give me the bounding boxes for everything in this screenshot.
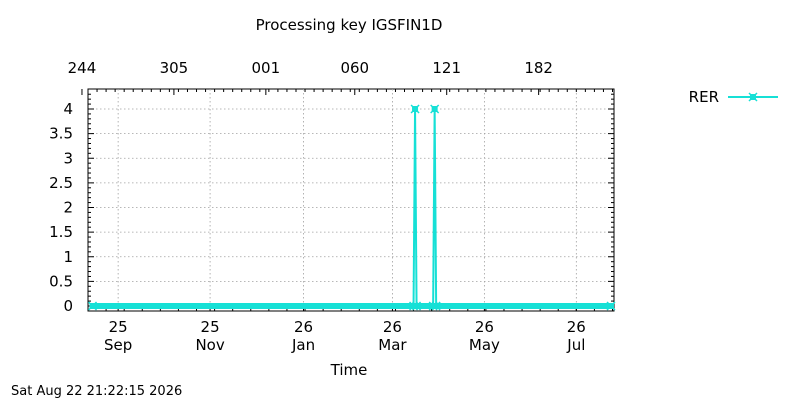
y-tick-label: 0.5 bbox=[49, 272, 73, 290]
x-tick-label-month: May bbox=[469, 336, 500, 354]
x-tick-label-day: 26 bbox=[294, 318, 313, 336]
chart-title: Processing key IGSFIN1D bbox=[256, 16, 443, 34]
x-tick-label-day: 26 bbox=[567, 318, 586, 336]
y-tick-label: 1 bbox=[63, 248, 73, 266]
x-tick-label-month: Sep bbox=[104, 336, 132, 354]
y-tick-label: 3.5 bbox=[49, 125, 73, 143]
top-tick-label: 060 bbox=[340, 59, 369, 77]
marker-cross bbox=[430, 104, 440, 114]
plot-frame bbox=[87, 88, 615, 312]
x-tick-label-day: 25 bbox=[109, 318, 128, 336]
marker-cross bbox=[606, 301, 616, 311]
marker-cross bbox=[87, 301, 98, 311]
y-tick-label: 3 bbox=[63, 149, 73, 167]
top-tick-label: 244 bbox=[68, 59, 97, 77]
x-axis-label: Time bbox=[330, 361, 368, 379]
legend-marker-cross bbox=[748, 92, 758, 102]
y-tick-label: 0 bbox=[63, 297, 73, 315]
x-tick-label-month: Jan bbox=[291, 336, 315, 354]
legend: RER bbox=[689, 88, 778, 106]
x-tick-label-day: 26 bbox=[383, 318, 402, 336]
top-tick-label: 121 bbox=[432, 59, 461, 77]
x-tick-label-day: 25 bbox=[201, 318, 220, 336]
series-point-marker bbox=[431, 301, 441, 311]
series-point-marker bbox=[410, 104, 420, 114]
top-tick-label: 305 bbox=[160, 59, 189, 77]
top-tick-label: 182 bbox=[524, 59, 553, 77]
series-point-marker bbox=[412, 301, 422, 311]
series-point-marker bbox=[430, 104, 440, 114]
legend-label-rer: RER bbox=[689, 88, 719, 106]
y-tick-label: 2 bbox=[63, 199, 73, 217]
top-tick-label: 001 bbox=[252, 59, 281, 77]
x-tick-label-month: Nov bbox=[195, 336, 224, 354]
x-tick-label-day: 26 bbox=[475, 318, 494, 336]
timestamp: Sat Aug 22 21:22:15 2026 bbox=[11, 384, 182, 399]
series-point-marker bbox=[606, 301, 616, 311]
x-tick-label-month: Jul bbox=[566, 336, 585, 354]
marker-cross bbox=[412, 301, 422, 311]
series-layer bbox=[87, 104, 616, 311]
marker-cross bbox=[431, 301, 441, 311]
marker-cross bbox=[410, 104, 420, 114]
y-tick-label: 4 bbox=[63, 100, 73, 118]
grid-lines bbox=[88, 89, 614, 311]
axis-ticks: 00.511.522.533.5425Sep25Nov26Jan26Mar26M… bbox=[49, 59, 614, 354]
y-tick-label: 2.5 bbox=[49, 174, 73, 192]
series-point-marker bbox=[87, 301, 98, 311]
x-tick-label-month: Mar bbox=[378, 336, 407, 354]
y-tick-label: 1.5 bbox=[49, 223, 73, 241]
